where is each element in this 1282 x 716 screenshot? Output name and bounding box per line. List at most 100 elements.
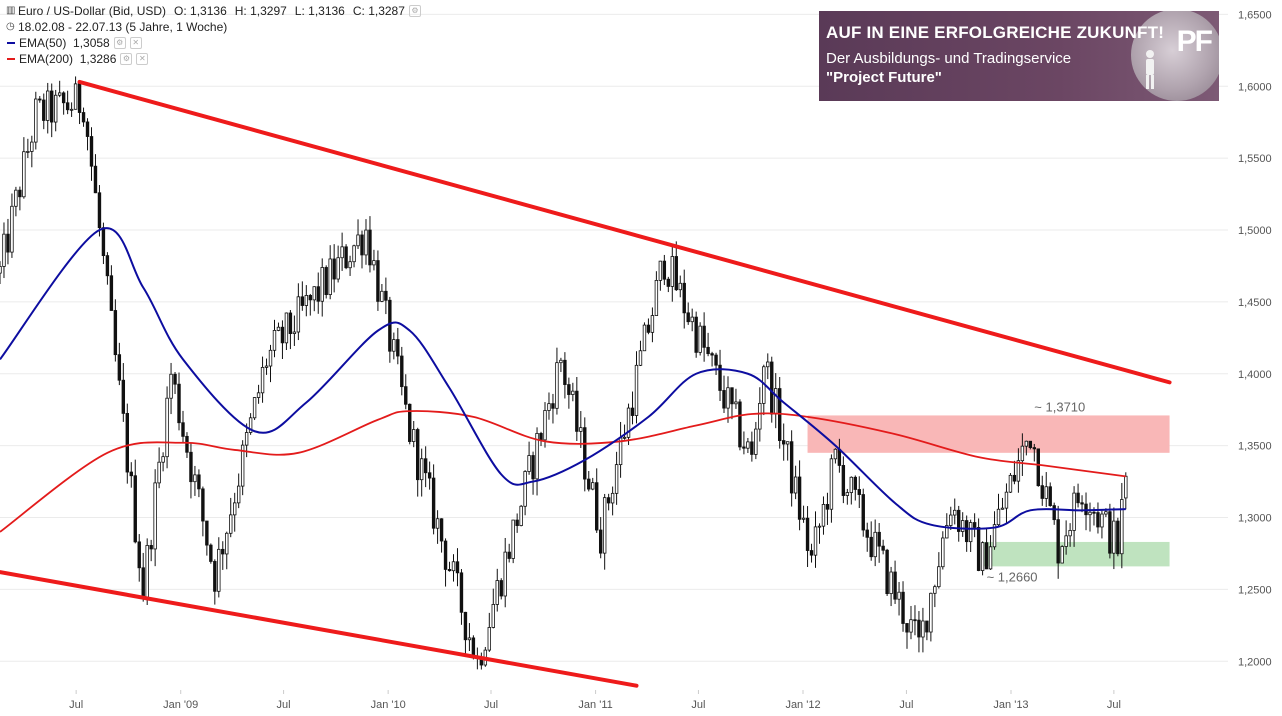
candle-body xyxy=(181,422,185,437)
ema200-settings-icon[interactable]: ⚙ xyxy=(120,53,133,65)
candle-body xyxy=(419,458,424,481)
candle-body xyxy=(280,326,285,344)
candle-body xyxy=(229,514,233,534)
candle-body xyxy=(1108,511,1112,554)
candle-body xyxy=(610,492,615,504)
candle-body xyxy=(913,619,917,622)
candle-body xyxy=(205,520,209,546)
support-zone-label: ~ 1,2660 xyxy=(987,569,1038,584)
candle-body xyxy=(750,441,754,455)
candle-body xyxy=(937,566,941,588)
candle-body xyxy=(507,551,511,559)
low-value: 1,3136 xyxy=(308,4,345,18)
candle-body xyxy=(984,542,989,570)
candle-body xyxy=(833,448,838,460)
candle-body xyxy=(193,474,197,483)
candle-body xyxy=(602,497,607,554)
candle-body xyxy=(1120,499,1124,555)
candlesticks xyxy=(0,76,1128,670)
candle-body xyxy=(535,433,539,480)
legend-period-row: ◷ 18.02.08 - 22.07.13 (5 Jahre, 1 Woche) xyxy=(6,19,421,35)
candle-body xyxy=(404,386,408,405)
candle-body xyxy=(861,494,865,531)
candle-body xyxy=(869,536,873,558)
candle-body xyxy=(523,471,527,507)
candle-body xyxy=(694,316,698,353)
candle-body xyxy=(376,260,380,302)
ema200-close-icon[interactable]: ✕ xyxy=(136,53,149,65)
candle-body xyxy=(853,476,857,490)
candle-body xyxy=(42,99,46,121)
candle-body xyxy=(996,508,1001,526)
candle-body xyxy=(1032,447,1037,450)
y-tick-label: 1,2500 xyxy=(1238,584,1272,596)
x-axis: Jul Jan '09 Jul Jan '10 Jul Jan '11 Jul Jan '12… xyxy=(69,690,1121,711)
candle-body xyxy=(336,257,340,280)
candle-body xyxy=(614,464,619,494)
candle-body xyxy=(543,410,547,441)
ema-lines xyxy=(0,227,1126,533)
x-tick-label: Jul xyxy=(1107,699,1121,711)
candle-body xyxy=(320,267,324,302)
candle-body xyxy=(364,229,368,256)
candle-body xyxy=(1036,448,1040,487)
candle-body xyxy=(654,280,659,316)
candle-body xyxy=(845,492,850,496)
ema50-value: 1,3058 xyxy=(73,36,110,50)
candle-body xyxy=(885,549,889,595)
candle-body xyxy=(73,83,78,110)
candle-body xyxy=(909,619,913,633)
ema50-settings-icon[interactable]: ⚙ xyxy=(113,37,126,49)
candle-body xyxy=(527,455,531,472)
candle-body xyxy=(439,518,444,542)
settings-icon[interactable]: ⚙ xyxy=(408,5,421,17)
candle-body xyxy=(1096,512,1100,528)
candle-body xyxy=(1020,445,1025,462)
candle-body xyxy=(296,296,301,333)
period-text: 18.02.08 - 22.07.13 (5 Jahre, 1 Woche) xyxy=(18,20,228,34)
candle-body xyxy=(754,428,758,455)
candle-body xyxy=(905,623,909,633)
candle-body xyxy=(85,121,90,137)
candle-body xyxy=(1056,519,1060,564)
y-tick-label: 1,3000 xyxy=(1238,513,1272,525)
candle-body xyxy=(595,482,599,531)
candle-body xyxy=(567,384,571,395)
candle-body xyxy=(1112,520,1116,554)
support-zone xyxy=(982,541,1170,567)
low-label: L: xyxy=(294,4,305,18)
candle-body xyxy=(690,316,694,323)
banner-headline: AUF IN EINE ERFOLGREICHE ZUKUNFT! xyxy=(826,23,1165,42)
candle-body xyxy=(591,482,595,490)
x-tick-label: Jul xyxy=(484,699,498,711)
candle-body xyxy=(340,246,344,259)
clock-icon: ◷ xyxy=(6,21,15,32)
candle-body xyxy=(626,407,631,438)
candle-body xyxy=(388,299,392,352)
candle-body xyxy=(785,441,790,445)
candle-body xyxy=(153,482,157,550)
candle-body xyxy=(248,417,253,433)
candle-body xyxy=(730,387,734,405)
ad-banner[interactable]: PF AUF IN EINE ERFOLGREICHE ZUKUNFT! Der… xyxy=(819,11,1219,101)
candle-body xyxy=(972,522,977,528)
ema200-value: 1,3286 xyxy=(79,52,117,66)
legend-ema50-row: EMA(50) 1,3058 ⚙ ✕ xyxy=(6,35,421,51)
candle-body xyxy=(976,527,981,571)
close-value: 1,3287 xyxy=(368,4,405,18)
moon-graphic xyxy=(1131,11,1219,101)
candle-body xyxy=(774,388,778,415)
candle-body xyxy=(980,542,985,571)
candle-body xyxy=(821,504,826,527)
candle-body xyxy=(968,522,973,543)
ema50-close-icon[interactable]: ✕ xyxy=(129,37,142,49)
candle-body xyxy=(125,412,129,473)
candle-body xyxy=(61,92,66,104)
x-tick-label: Jul xyxy=(899,699,913,711)
candle-body xyxy=(1040,485,1044,499)
candle-body xyxy=(734,401,738,405)
candle-body xyxy=(563,359,567,385)
candle-body xyxy=(634,364,639,416)
candle-body xyxy=(1104,511,1108,515)
